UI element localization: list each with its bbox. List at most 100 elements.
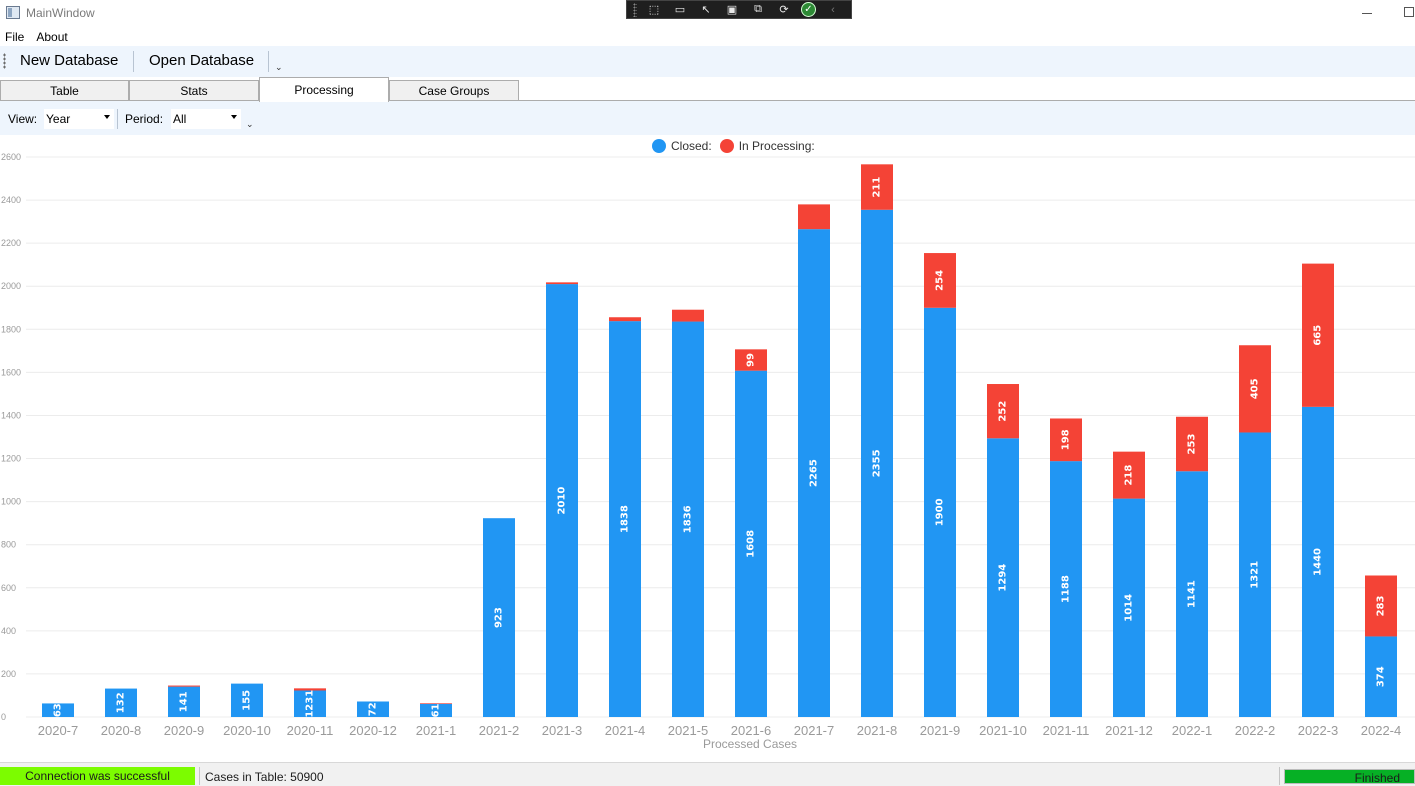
record-icon[interactable]: ▭ [674, 4, 686, 16]
bar-in-processing [1176, 416, 1208, 472]
tab-processing[interactable]: Processing [259, 77, 389, 102]
y-tick-label: 2000 [1, 281, 21, 291]
x-tick-label: 2020-8 [101, 723, 141, 738]
bar-in-processing [1365, 575, 1397, 637]
tab-stats[interactable]: Stats [129, 80, 259, 101]
data-label: 1440 [1313, 548, 1324, 576]
y-tick-label: 2200 [1, 238, 21, 248]
x-tick-label: 2021-5 [668, 723, 708, 738]
viewbar-overflow-icon[interactable]: ⌄ [246, 119, 254, 129]
data-label: 2010 [557, 487, 568, 515]
tab-label: Case Groups [418, 84, 490, 98]
x-tick-label: 2022-1 [1172, 723, 1212, 738]
x-tick-label: 2021-8 [857, 723, 897, 738]
window-title: MainWindow [26, 6, 95, 20]
bar-in-processing [168, 685, 200, 687]
bar-closed [1113, 498, 1145, 717]
toolbar-overflow-icon[interactable]: ⌄ [275, 62, 283, 72]
y-tick-label: 1000 [1, 497, 21, 507]
data-label: 253 [1187, 434, 1198, 455]
bar-in-processing [294, 688, 326, 691]
data-label: 1014 [1124, 594, 1135, 622]
x-tick-label: 2021-4 [605, 723, 645, 738]
bar-in-processing [924, 253, 956, 308]
data-label: 254 [935, 270, 946, 291]
menu-file[interactable]: File [5, 30, 25, 44]
connection-status-text: Connection was successful [25, 769, 170, 783]
bar-in-processing [609, 317, 641, 322]
new-database-button[interactable]: New Database [20, 52, 119, 69]
menu-about[interactable]: About [36, 30, 68, 44]
open-database-button[interactable]: Open Database [149, 52, 255, 69]
bar-closed [294, 690, 326, 717]
legend-closed-dot [652, 139, 666, 153]
collapse-icon[interactable]: ‹ [831, 3, 835, 16]
x-tick-label: 2020-10 [223, 723, 271, 738]
bar-closed [1239, 432, 1271, 717]
period-select[interactable]: All [171, 109, 241, 129]
legend-in-processing-label: In Processing: [738, 139, 815, 153]
tab-table[interactable]: Table [0, 80, 129, 101]
data-label: 2265 [809, 459, 820, 487]
bar-closed [483, 518, 515, 717]
data-label: 252 [998, 401, 1009, 422]
bar-in-processing [420, 703, 452, 704]
data-label: 1294 [998, 564, 1009, 592]
bar-closed [861, 209, 893, 717]
minimize-button[interactable] [1362, 13, 1372, 14]
bar-closed [357, 701, 389, 717]
bar-in-processing [735, 349, 767, 371]
toolbar-separator [268, 51, 269, 72]
bar-closed [1050, 461, 1082, 717]
data-label: 1231 [305, 690, 316, 718]
y-tick-label: 1200 [1, 454, 21, 464]
bar-closed [735, 370, 767, 717]
chart-legend: Closed: In Processing: [652, 139, 823, 153]
status-separator [199, 767, 200, 785]
tab-case-groups[interactable]: Case Groups [389, 80, 519, 101]
toolbar-separator [133, 51, 134, 72]
x-tick-label: 2021-11 [1043, 723, 1090, 738]
y-tick-label: 1400 [1, 410, 21, 420]
data-label: 1188 [1061, 575, 1072, 603]
x-tick-label: 2022-4 [1361, 723, 1401, 738]
layout-icon[interactable]: ⧉ [754, 3, 762, 15]
bar-closed [168, 686, 200, 717]
pointer-icon[interactable]: ↖ [701, 4, 711, 16]
data-label: 72 [368, 702, 379, 716]
bar-closed [42, 703, 74, 717]
data-label: 374 [1376, 666, 1387, 687]
bar-closed [231, 683, 263, 717]
y-tick-label: 200 [1, 669, 16, 679]
bar-closed [420, 703, 452, 717]
cases-count: Cases in Table: 50900 [205, 770, 324, 784]
data-label: 63 [53, 703, 64, 717]
data-label: 405 [1250, 378, 1261, 399]
view-toolbar: View: Year Period: All ⌄ [0, 101, 1415, 135]
bar-in-processing [798, 204, 830, 230]
x-tick-label: 2021-3 [542, 723, 582, 738]
check-icon[interactable]: ✓ [801, 2, 816, 17]
bar-in-processing [546, 282, 578, 285]
y-tick-label: 1600 [1, 367, 21, 377]
data-label: 1141 [1187, 580, 1198, 608]
grip-icon[interactable] [633, 2, 637, 17]
y-tick-label: 0 [1, 712, 6, 722]
frame-icon[interactable]: ▣ [726, 4, 738, 16]
bar-in-processing [861, 164, 893, 210]
chevron-down-icon [231, 115, 237, 119]
title-bar: MainWindow ⬚ ▭ ↖ ▣ ⧉ ⟳ ✓ ‹ [0, 0, 1415, 27]
data-label: 1836 [683, 505, 694, 533]
stacked-bar-chart: 0 200 400 600 800 1000 1200 1400 1600 1800 2000 220… [1, 152, 1415, 738]
y-tick-label: 2400 [1, 195, 21, 205]
toolbar-grip-icon[interactable] [3, 53, 6, 69]
data-label: 1608 [746, 530, 757, 558]
y-tick-label: 400 [1, 626, 16, 636]
hot-reload-icon[interactable]: ⟳ [779, 4, 789, 16]
select-element-icon[interactable]: ⬚ [648, 4, 660, 16]
bar-in-processing [1302, 263, 1334, 407]
view-select[interactable]: Year [44, 109, 114, 129]
maximize-button[interactable] [1404, 7, 1414, 17]
bar-closed [546, 284, 578, 717]
x-tick-label: 2021-9 [920, 723, 960, 738]
